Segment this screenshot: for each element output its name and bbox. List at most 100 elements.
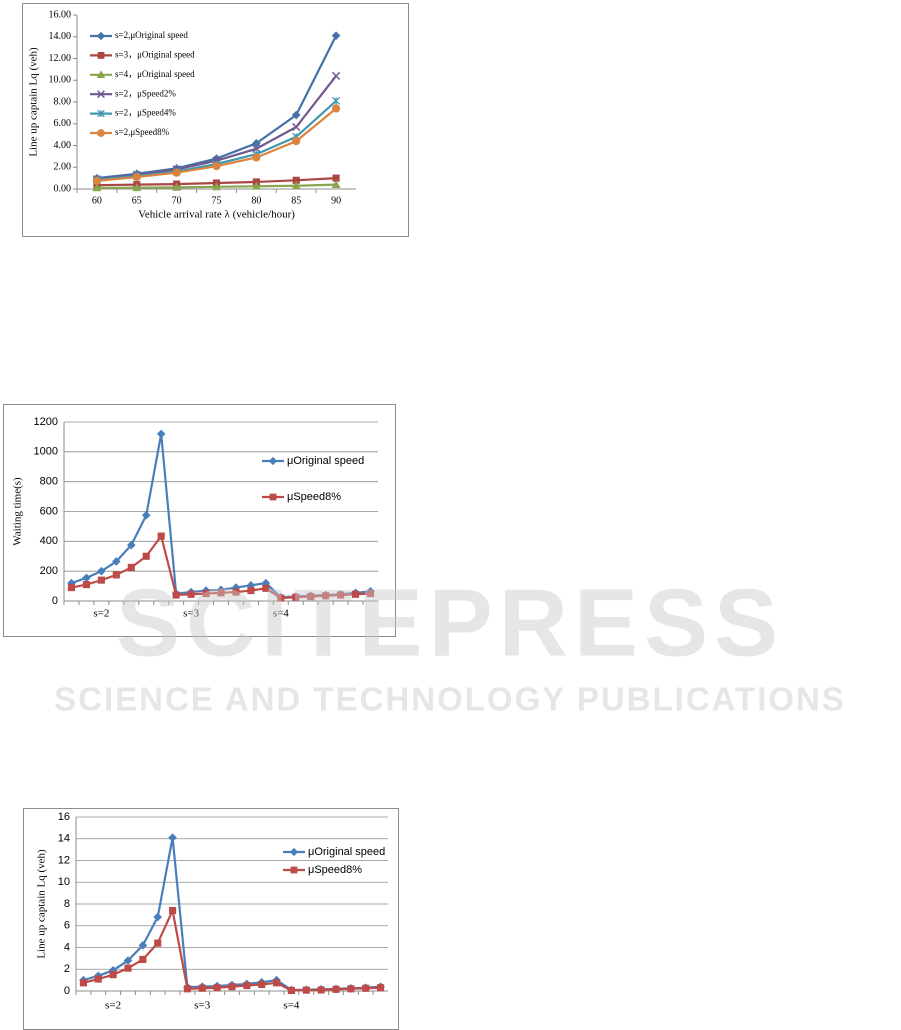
x-tick-label: s=2 [105, 1000, 121, 1012]
chart-frame [23, 808, 399, 1030]
legend-marker [96, 70, 106, 79]
marker [213, 984, 221, 992]
y-tick-label: 1000 [34, 446, 58, 458]
watermark-tagline: SCIENCE AND TECHNOLOGY PUBLICATIONS [54, 681, 846, 718]
marker [251, 181, 261, 190]
marker [352, 590, 360, 598]
y-tick-label: 0.00 [54, 183, 72, 194]
x-tick-label: 80 [251, 195, 261, 206]
marker [168, 833, 177, 842]
marker [141, 510, 151, 520]
x-tick-label: 85 [291, 195, 301, 206]
marker [142, 552, 150, 560]
y-axis-label: Line up captain Lq (veh) [28, 47, 40, 157]
legend-marker [97, 90, 105, 99]
y-tick-label: 16.00 [49, 9, 72, 20]
marker [153, 912, 163, 922]
y-tick-label: 800 [40, 476, 58, 488]
marker [331, 71, 341, 81]
marker [262, 584, 270, 592]
y-tick-label: 4.00 [54, 140, 72, 151]
marker [277, 594, 285, 602]
marker [67, 584, 76, 592]
marker [112, 571, 120, 579]
marker [291, 110, 301, 120]
marker [331, 104, 341, 113]
marker [347, 985, 355, 993]
chart-frame [3, 404, 396, 637]
y-tick-label: 12.00 [49, 53, 72, 64]
marker [97, 576, 105, 584]
marker [154, 939, 162, 947]
marker [212, 182, 221, 191]
marker [112, 557, 121, 566]
marker [127, 563, 135, 571]
legend-label: s=2，μSpeed2% [115, 88, 176, 98]
legend-marker [290, 866, 298, 874]
y-tick-label: 10.00 [49, 75, 72, 86]
marker [187, 590, 195, 598]
marker [362, 984, 370, 992]
legend-marker [268, 456, 278, 466]
marker [292, 593, 300, 601]
y-tick-label: 0 [52, 595, 58, 607]
y-tick-label: 200 [40, 565, 58, 577]
marker [212, 162, 221, 171]
marker [132, 183, 142, 192]
legend-marker [97, 109, 105, 118]
legend-label: s=2,μSpeed8% [115, 127, 170, 137]
marker [377, 984, 385, 992]
legend-marker [96, 31, 106, 41]
y-tick-label: 6 [64, 920, 70, 932]
marker [97, 566, 106, 576]
marker [273, 979, 281, 987]
x-tick-label: 70 [172, 195, 182, 206]
legend-marker [97, 129, 105, 137]
marker [291, 181, 301, 190]
legend-label: s=2,μOriginal speed [115, 30, 188, 40]
marker [82, 581, 90, 589]
marker [331, 31, 341, 40]
marker [258, 980, 266, 989]
legend-marker [97, 52, 105, 59]
marker [302, 986, 310, 994]
marker [172, 182, 182, 191]
y-tick-label: 16 [58, 811, 70, 823]
x-axis-label: Vehicle arrival rate λ (vehicle/hour) [138, 209, 295, 221]
y-tick-label: 8.00 [54, 96, 72, 107]
x-tick-label: s=3 [183, 608, 199, 620]
marker [139, 955, 147, 964]
marker [169, 906, 177, 915]
marker [172, 591, 180, 599]
marker [243, 982, 251, 990]
x-tick-label: s=3 [194, 1000, 210, 1012]
legend-label: μSpeed8% [287, 491, 341, 503]
y-axis-label: Waiting time(s) [12, 477, 24, 546]
y-tick-label: 2.00 [54, 162, 72, 173]
marker [292, 122, 301, 132]
marker [317, 986, 325, 994]
marker [94, 975, 102, 983]
marker [247, 586, 255, 595]
legend-label: μSpeed8% [308, 864, 362, 876]
marker [332, 96, 341, 105]
marker [332, 985, 340, 993]
marker [183, 985, 191, 993]
marker [331, 180, 341, 189]
marker [287, 986, 295, 995]
legend-label: μOriginal speed [287, 455, 364, 467]
marker [92, 176, 102, 185]
x-tick-label: 75 [212, 195, 222, 206]
marker [307, 592, 315, 601]
x-tick-label: 60 [92, 195, 102, 206]
legend-marker [269, 493, 277, 501]
x-tick-label: 65 [132, 195, 142, 206]
y-tick-label: 14 [58, 833, 70, 845]
marker [198, 984, 206, 992]
y-tick-label: 8 [64, 898, 70, 910]
marker [252, 139, 261, 148]
y-tick-label: 2 [64, 963, 70, 975]
marker [126, 540, 136, 550]
marker [157, 532, 165, 540]
